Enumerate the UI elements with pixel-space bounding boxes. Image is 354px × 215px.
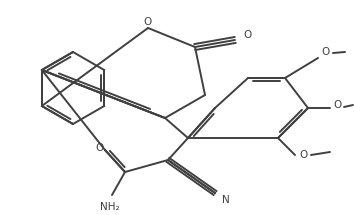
Text: O: O	[321, 47, 329, 57]
Text: O: O	[299, 150, 307, 160]
Text: N: N	[222, 195, 230, 205]
Text: O: O	[333, 100, 341, 110]
Text: O: O	[96, 143, 104, 153]
Text: O: O	[244, 30, 252, 40]
Text: NH₂: NH₂	[100, 202, 120, 212]
Text: O: O	[144, 17, 152, 27]
